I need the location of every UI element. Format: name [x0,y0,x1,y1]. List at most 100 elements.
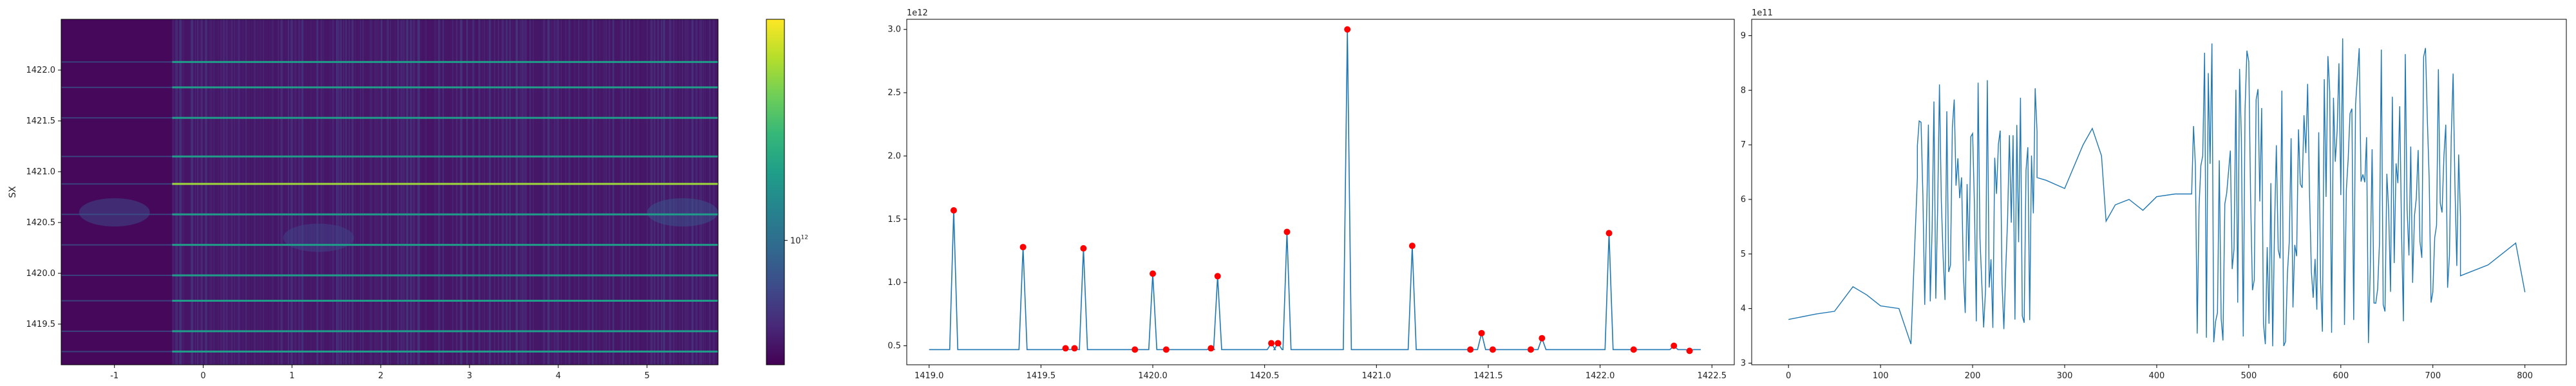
heatmap-column [595,19,598,365]
heatmap-column [412,19,415,365]
x-tick-label: 0 [200,371,205,381]
heatmap-column [650,19,653,365]
peak-marker [1489,346,1496,353]
x-tick-label: 3 [467,371,472,381]
heatmap-column [476,19,478,365]
heatmap-column [238,19,240,365]
x-tick-label: 1421.5 [1473,371,1503,381]
heatmap-column [469,19,471,365]
heatmap-column [381,19,383,365]
heatmap-column [464,19,466,365]
heatmap-row [172,299,718,302]
heatmap-column [374,19,375,365]
x-tick-label: 1420.5 [1250,371,1280,381]
peak-marker [1062,345,1069,352]
y-scale-label: 1e11 [1752,8,1773,18]
heatmap-column [280,19,283,365]
heatmap-column [688,19,691,365]
heatmap-column [687,19,689,365]
y-tick-label: 4 [1741,304,1746,314]
heatmap-column [191,19,194,365]
peak-marker [1274,340,1282,347]
heatmap-column [368,19,370,365]
heatmap-column [529,19,531,365]
heatmap-column [703,19,704,365]
heatmap-column [633,19,636,365]
heatmap-row-dim [61,214,173,216]
heatmap-column [343,19,345,365]
heatmap-column [605,19,607,365]
heatmap-column [205,19,207,365]
peak-marker [1539,335,1546,342]
heatmap-column [481,19,484,365]
heatmap-column [384,19,386,365]
heatmap-column [466,19,468,365]
x-tick-label: 1421.0 [1362,371,1392,381]
y-tick-label: 1.0 [887,278,901,288]
heatmap-column [484,19,485,365]
y-tick-label: 7 [1741,140,1746,150]
x-tick-label: 500 [2240,371,2257,381]
heatmap-row [172,330,718,333]
heatmap-column [583,19,585,365]
colorbar-label-exp: 12 [801,235,808,241]
heatmap-column [426,19,430,365]
heatmap-column [254,19,256,365]
x-tick-label: 200 [1965,371,1981,381]
heatmap-column [172,19,175,365]
heatmap-column [668,19,672,365]
heatmap-column [332,19,334,365]
y-tick-label: 6 [1741,195,1746,205]
heatmap-column [691,19,694,365]
heatmap-column [390,19,392,365]
heatmap-column [555,19,556,365]
y-tick-label: 1.5 [887,215,901,225]
x-tick-label: 800 [2517,371,2533,381]
heatmap-column [269,19,270,365]
x-tick-label: 1422.5 [1698,371,1727,381]
series-frame [1751,19,2567,365]
heatmap-row-dim [61,244,173,246]
heatmap-row [172,274,718,277]
heatmap-column [325,19,327,365]
x-tick-label: 1422.0 [1586,371,1615,381]
heatmap-column [625,19,627,365]
heatmap-column [603,19,605,365]
x-tick-label: 0 [1786,371,1791,381]
heatmap-column [410,19,412,365]
heatmap-column [225,19,228,365]
heatmap-column [402,19,405,365]
heatmap-column [700,19,703,365]
colorbar-tick-label: 1012 [790,235,808,246]
heatmap-column [329,19,331,365]
peak-marker [1071,345,1078,352]
heatmap-column [362,19,364,365]
peak-marker [1686,347,1693,354]
heatmap-column [521,19,524,365]
x-tick-label: 600 [2333,371,2349,381]
colorbar [766,19,785,365]
heatmap-column [357,19,360,365]
heatmap-column [278,19,279,365]
heatmap-column [676,19,677,365]
heatmap-column [179,19,182,365]
peak-marker [1132,346,1139,353]
heatmap-column [460,19,463,365]
heatmap-column [337,19,340,365]
y-tick-label: 5 [1741,250,1746,259]
y-tick-label: 3.0 [887,25,901,35]
colorbar-label-base: 10 [790,237,801,246]
heatmap-column [581,19,582,365]
heatmap-row [172,183,718,185]
heatmap-column [657,19,659,365]
heatmap-column [359,19,361,365]
heatmap-column [578,19,580,365]
heatmap-column [370,19,372,365]
heatmap-column [435,19,437,365]
peak-marker [1268,340,1275,347]
y-tick-label: 1421.5 [26,116,56,126]
y-tick-label: 1419.5 [26,320,56,329]
heatmap-column [541,19,543,365]
heatmap-column [397,19,399,365]
heatmap-column [644,19,645,365]
